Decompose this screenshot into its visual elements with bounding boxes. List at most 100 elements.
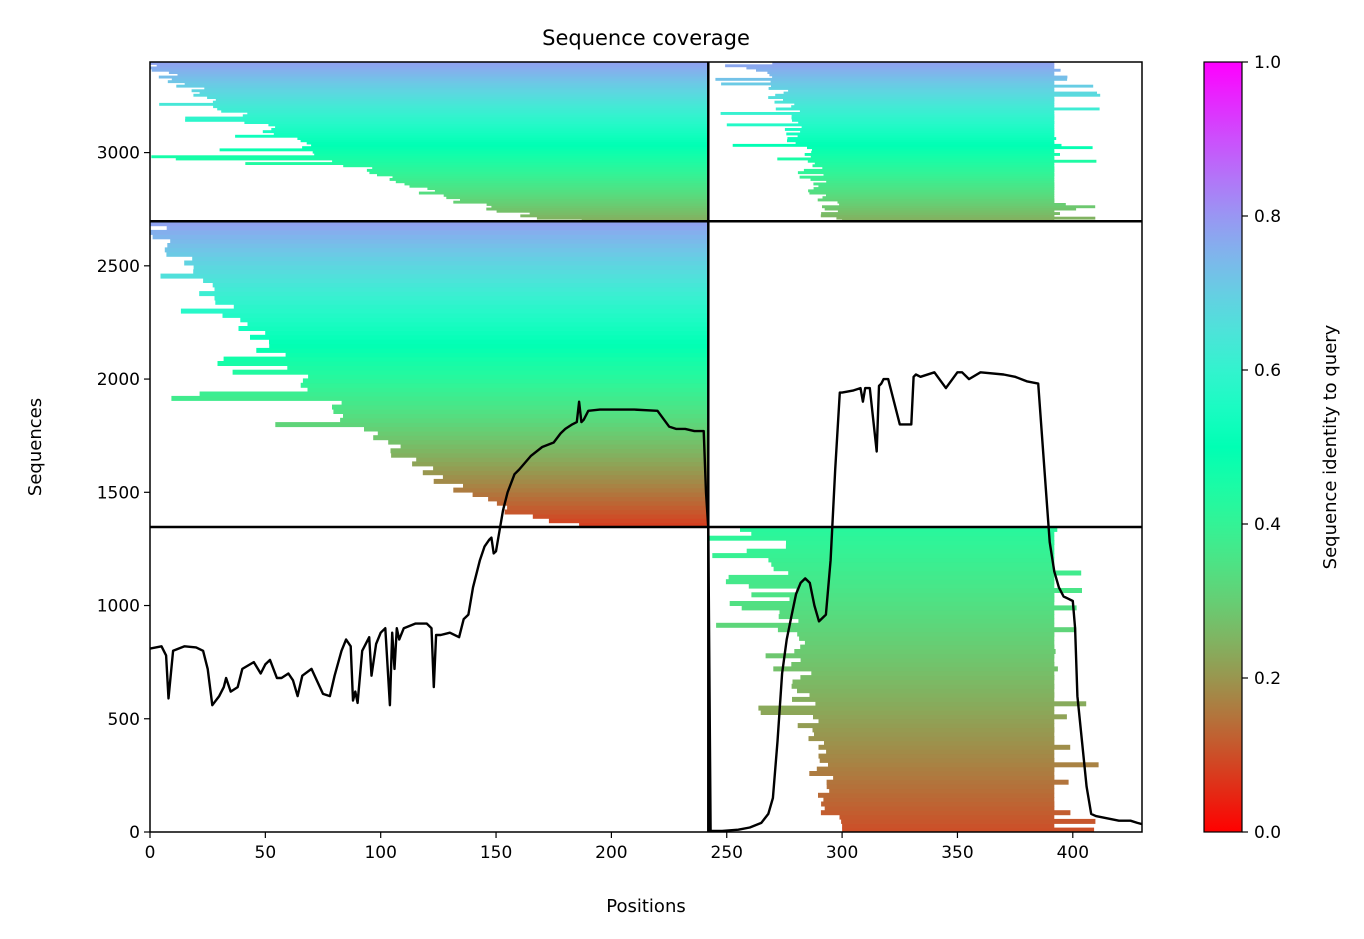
x-tick-label: 50 xyxy=(255,843,277,863)
coverage-strip xyxy=(300,139,709,143)
coverage-strip xyxy=(191,89,709,93)
coverage-strip xyxy=(810,178,1055,181)
coverage-strip xyxy=(427,187,709,190)
colorbar-tick-label: 0.6 xyxy=(1254,361,1281,381)
coverage-strip xyxy=(765,653,1055,659)
coverage-strip xyxy=(193,264,709,270)
coverage-strip xyxy=(809,692,1055,698)
coverage-strip xyxy=(256,347,709,353)
coverage-block-0 xyxy=(150,221,709,528)
coverage-strip xyxy=(388,439,709,445)
coverage-strip xyxy=(217,361,709,366)
coverage-strip xyxy=(808,189,1055,193)
coverage-strip xyxy=(302,146,709,150)
coverage-strip xyxy=(800,130,1055,134)
coverage-strip xyxy=(332,404,709,410)
coverage-strip xyxy=(822,196,1055,200)
coverage-strip xyxy=(811,670,1055,676)
coverage-strip xyxy=(232,369,709,375)
coverage-strip xyxy=(770,80,1055,84)
coverage-strip xyxy=(297,137,709,140)
coverage-strip xyxy=(390,448,709,454)
coverage-strip xyxy=(244,121,709,124)
coverage-strip xyxy=(760,710,1055,715)
coverage-strip xyxy=(829,788,1055,794)
coverage-strip xyxy=(192,256,709,262)
colorbar xyxy=(1203,61,1243,833)
coverage-block-2 xyxy=(150,62,709,222)
coverage-strip xyxy=(185,116,709,120)
coverage-strip xyxy=(377,173,709,177)
coverage-strip xyxy=(807,146,1093,150)
coverage-strip xyxy=(507,505,709,511)
coverage-strip xyxy=(536,216,709,220)
coverage-block-3 xyxy=(709,526,1099,832)
coverage-strip xyxy=(180,308,709,314)
coverage-strip xyxy=(446,196,709,200)
coverage-strip xyxy=(472,492,709,497)
coverage-strip xyxy=(416,457,709,463)
coverage-strip xyxy=(170,238,709,244)
coverage-strip xyxy=(453,200,709,204)
coverage-strip xyxy=(784,128,1055,131)
coverage-strip xyxy=(769,73,1055,77)
coverage-strip xyxy=(822,166,1055,170)
coverage-strip xyxy=(308,374,709,380)
x-tick-label: 400 xyxy=(1057,843,1089,863)
coverage-strip xyxy=(791,105,1055,109)
coverage-strip xyxy=(463,483,709,489)
coverage-strip xyxy=(262,130,709,134)
coverage-strip xyxy=(160,273,709,279)
coverage-strip xyxy=(748,583,1055,589)
y-axis-ticks: 0 500 1000 1500 2000 2500 3000 xyxy=(97,144,150,843)
coverage-strip xyxy=(221,109,709,113)
coverage-strip xyxy=(217,107,709,111)
coverage-strip xyxy=(219,148,709,152)
coverage-strip xyxy=(207,96,709,99)
coverage-strip xyxy=(453,487,709,493)
coverage-strip xyxy=(171,395,709,401)
coverage-strip xyxy=(176,84,709,88)
coverage-strip xyxy=(164,247,709,253)
y-axis-label: Sequences xyxy=(25,398,46,496)
coverage-strip xyxy=(841,818,1096,824)
coverage-strip xyxy=(300,382,709,388)
coverage-strip xyxy=(235,134,709,138)
coverage-strip xyxy=(799,175,1055,179)
y-tick-label: 1000 xyxy=(97,597,140,617)
coverage-strip xyxy=(813,187,1055,190)
coverage-strip xyxy=(795,141,1055,145)
coverage-strip xyxy=(238,326,709,331)
coverage-strip xyxy=(816,766,1055,772)
colorbar-tick-label: 0.0 xyxy=(1254,823,1281,843)
coverage-strip xyxy=(422,470,709,476)
coverage-strip xyxy=(488,496,709,502)
coverage-line xyxy=(150,371,1142,832)
x-tick-label: 100 xyxy=(364,843,396,863)
coverage-strip xyxy=(167,243,709,248)
coverage-strip xyxy=(810,155,1055,159)
coverage-strip xyxy=(520,214,709,218)
coverage-strip xyxy=(828,762,1099,768)
coverage-strip xyxy=(792,696,1055,702)
coverage-strip xyxy=(240,317,709,323)
coverage-strip xyxy=(177,73,709,77)
plot-frame xyxy=(149,61,1143,833)
y-tick-label: 3000 xyxy=(97,144,140,164)
coverage-strip xyxy=(797,631,1055,637)
coverage-strip xyxy=(265,330,709,336)
coverage-strip xyxy=(794,102,1055,106)
coverage-strip xyxy=(269,339,709,345)
coverage-strip xyxy=(797,134,1055,138)
coverage-strip xyxy=(768,557,1055,563)
coverage-strip xyxy=(287,365,709,371)
coverage-strip xyxy=(215,299,709,305)
coverage-strip xyxy=(775,107,1100,111)
coverage-strip xyxy=(725,579,1055,585)
coverage-strip xyxy=(837,200,1055,204)
coverage-strip xyxy=(364,426,709,432)
coverage-strip xyxy=(772,62,1055,65)
coverage-strip xyxy=(783,98,1055,102)
coverage-strip xyxy=(767,71,1055,74)
coverage-strip xyxy=(812,148,1055,152)
